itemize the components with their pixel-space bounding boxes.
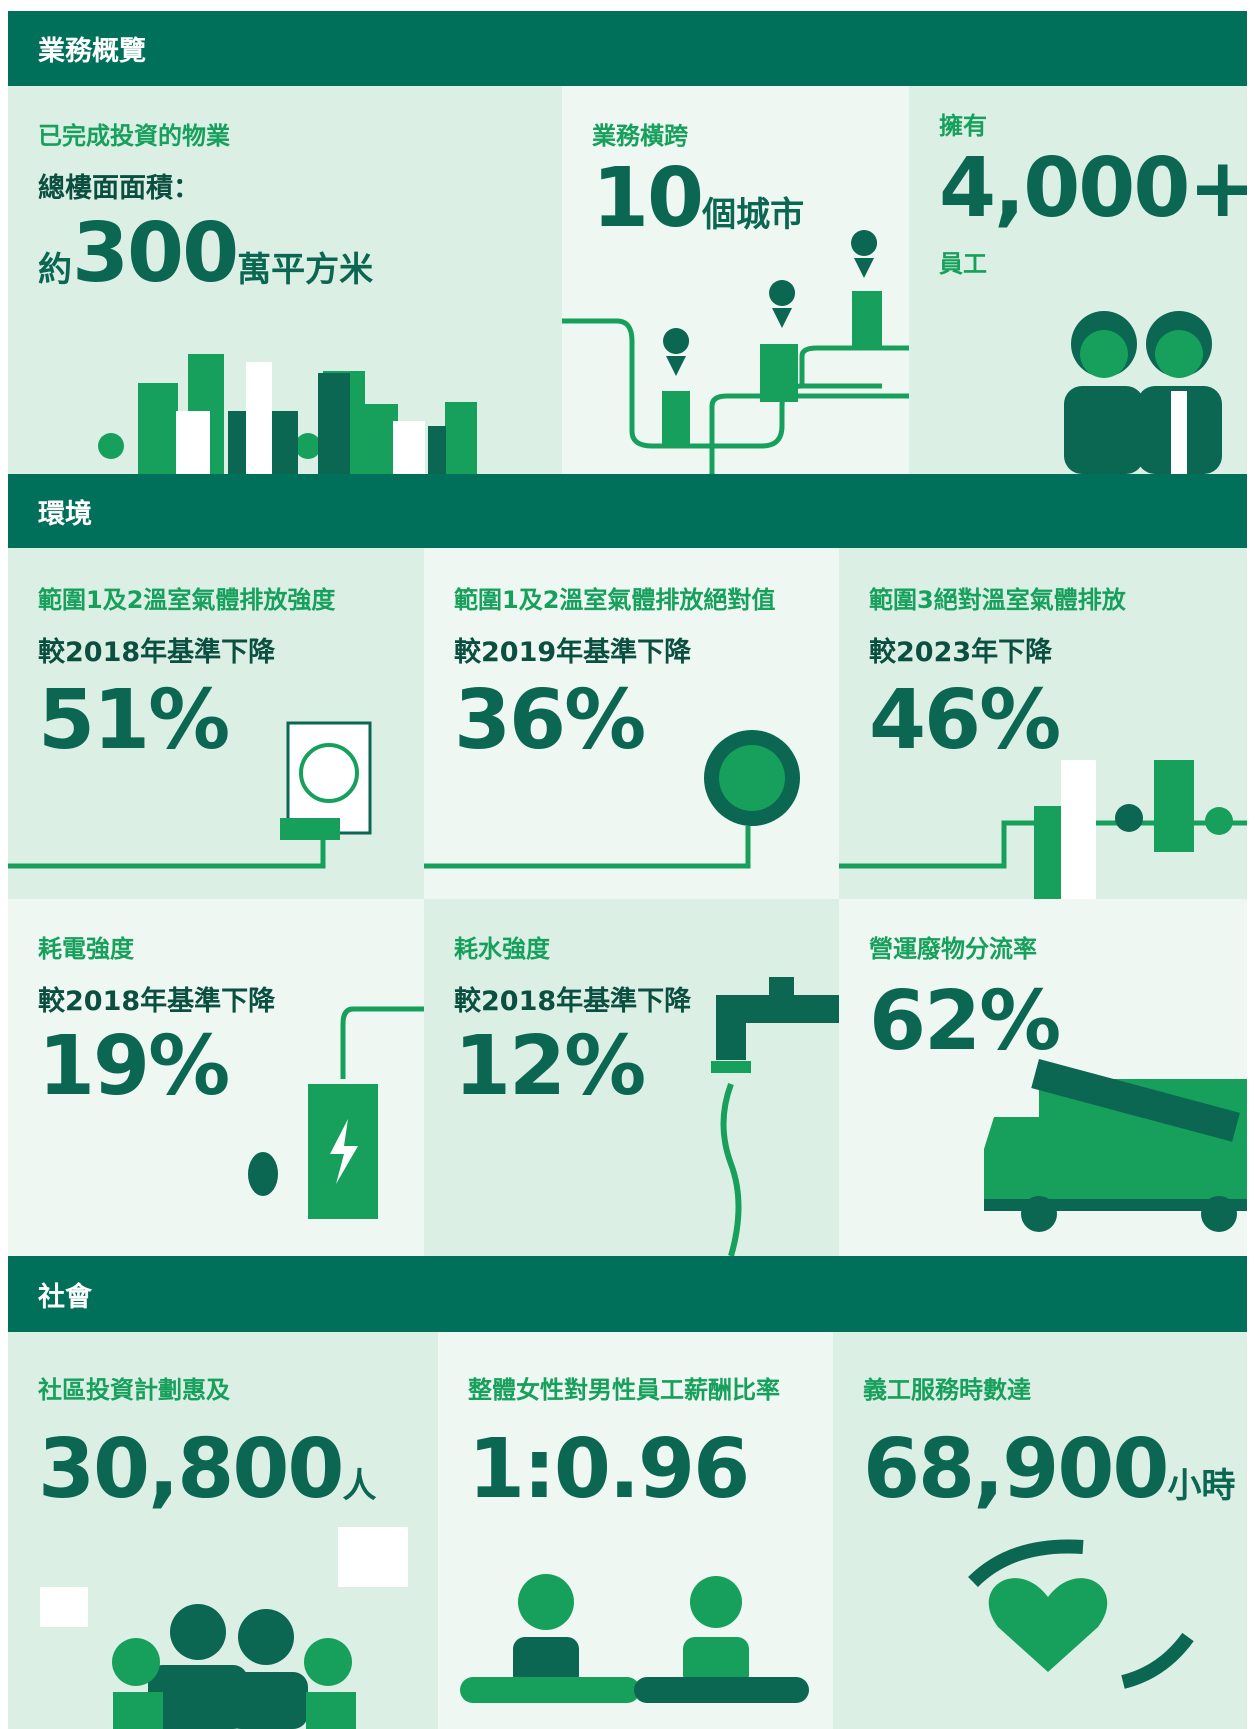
section-header: 社會 xyxy=(8,1256,1247,1332)
label: 範圍3絕對溫室氣體排放 xyxy=(869,580,1126,615)
section-header: 環境 xyxy=(8,474,1247,548)
section-header: 業務概覽 xyxy=(8,11,1247,86)
subtitle: 較2018年基準下降 xyxy=(454,979,691,1018)
label: 耗水強度 xyxy=(454,929,550,964)
label: 營運廢物分流率 xyxy=(869,929,1037,964)
panel: 擁有 4,000+名 員工 xyxy=(909,86,1247,474)
subtitle: 較2019年基準下降 xyxy=(454,630,691,669)
prefix: 約 xyxy=(38,250,72,290)
panel: 業務橫跨 10個城市 xyxy=(562,86,909,474)
value: 12% xyxy=(454,1019,644,1114)
suffix: 個城市 xyxy=(702,195,804,235)
value: 4,000+ xyxy=(939,141,1247,236)
value: 51% xyxy=(38,673,228,768)
value: 46% xyxy=(869,673,1059,768)
panel: 營運廢物分流率 62% xyxy=(839,899,1247,1256)
panel: 範圍1及2溫室氣體排放強度 較2018年基準下降 51% xyxy=(8,548,424,899)
value: 19% xyxy=(38,1019,228,1114)
value: 10 xyxy=(592,151,702,246)
label: 範圍1及2溫室氣體排放強度 xyxy=(38,580,335,615)
value: 68,900 xyxy=(863,1422,1167,1517)
label: 耗電強度 xyxy=(38,929,134,964)
label: 已完成投資的物業 xyxy=(38,116,230,151)
panel: 已完成投資的物業 總樓面面積： 約300萬平方米 xyxy=(8,86,562,474)
panel: 耗電強度 較2018年基準下降 19% xyxy=(8,899,424,1256)
value: 36% xyxy=(454,673,644,768)
subtitle: 較2018年基準下降 xyxy=(38,979,275,1018)
label: 範圍1及2溫室氣體排放絕對值 xyxy=(454,580,775,615)
panel: 耗水強度 較2018年基準下降 12% xyxy=(424,899,839,1256)
value: 30,800 xyxy=(38,1422,342,1517)
subtitle: 較2023年下降 xyxy=(869,630,1052,669)
panel: 社區投資計劃惠及 30,800人 xyxy=(8,1332,438,1729)
value: 300 xyxy=(72,206,237,301)
label: 業務橫跨 xyxy=(592,116,688,151)
label: 擁有 xyxy=(939,106,987,141)
suffix: 小時 xyxy=(1167,1466,1235,1506)
label: 整體女性對男性員工薪酬比率 xyxy=(468,1370,780,1405)
panel: 義工服務時數達 68,900小時 xyxy=(833,1332,1247,1729)
label: 社區投資計劃惠及 xyxy=(38,1370,230,1405)
panel: 範圍3絕對溫室氣體排放 較2023年下降 46% xyxy=(839,548,1247,899)
subtitle: 總樓面面積： xyxy=(38,166,200,205)
label: 義工服務時數達 xyxy=(863,1370,1031,1405)
value: 62% xyxy=(869,974,1059,1069)
note: 員工 xyxy=(939,244,987,279)
suffix: 萬平方米 xyxy=(237,250,373,290)
page: {"sections":[ {"title":"業務概覽","panels":[… xyxy=(0,0,1255,1729)
subtitle: 較2018年基準下降 xyxy=(38,630,275,669)
panel: 範圍1及2溫室氣體排放絕對值 較2019年基準下降 36% xyxy=(424,548,839,899)
panel: 整體女性對男性員工薪酬比率 1:0.96 xyxy=(438,1332,833,1729)
value: 1:0.96 xyxy=(468,1422,748,1517)
suffix: 人 xyxy=(342,1466,376,1506)
